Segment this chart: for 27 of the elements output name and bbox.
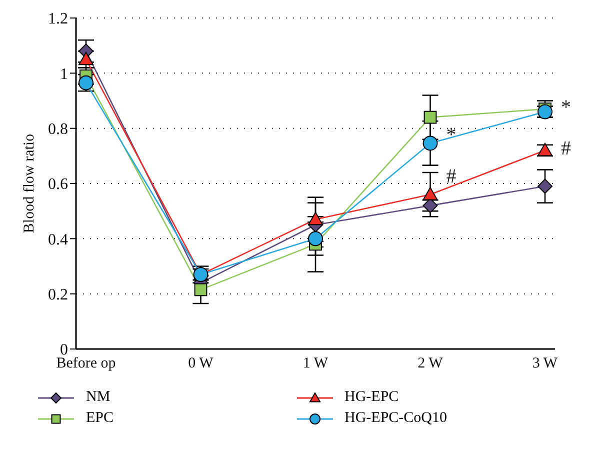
annotation: *	[446, 124, 456, 146]
y-tick-label: 0.6	[48, 176, 68, 194]
x-tick-label: 0 W	[188, 356, 214, 372]
y-tick-label: 0.8	[48, 121, 68, 138]
y-tick-label: 1.2	[48, 10, 68, 28]
legend-label: NM	[86, 389, 110, 406]
legend-label: HG-EPC-CoQ10	[344, 410, 448, 427]
y-axis-title: Blood flow ratio	[21, 134, 38, 234]
y-tick-label: 1	[60, 66, 68, 83]
point	[424, 110, 437, 124]
x-tick-label: 1 W	[302, 356, 329, 372]
y-tick-label: 0.2	[48, 286, 68, 304]
point	[538, 178, 552, 194]
point	[422, 136, 438, 151]
point	[422, 187, 438, 200]
annotation: #	[446, 165, 456, 188]
point	[308, 231, 323, 246]
y-tick-label: 0.4	[48, 231, 68, 248]
legend-label: HG-EPC	[344, 389, 399, 406]
point	[308, 212, 323, 226]
annotation: *	[561, 96, 571, 118]
point	[78, 52, 94, 66]
point	[194, 283, 208, 296]
x-tick-label: 3 W	[532, 356, 558, 372]
annotation: #	[561, 138, 571, 160]
x-tick-label: 2 W	[418, 356, 444, 372]
legend-label: EPC	[86, 410, 114, 427]
